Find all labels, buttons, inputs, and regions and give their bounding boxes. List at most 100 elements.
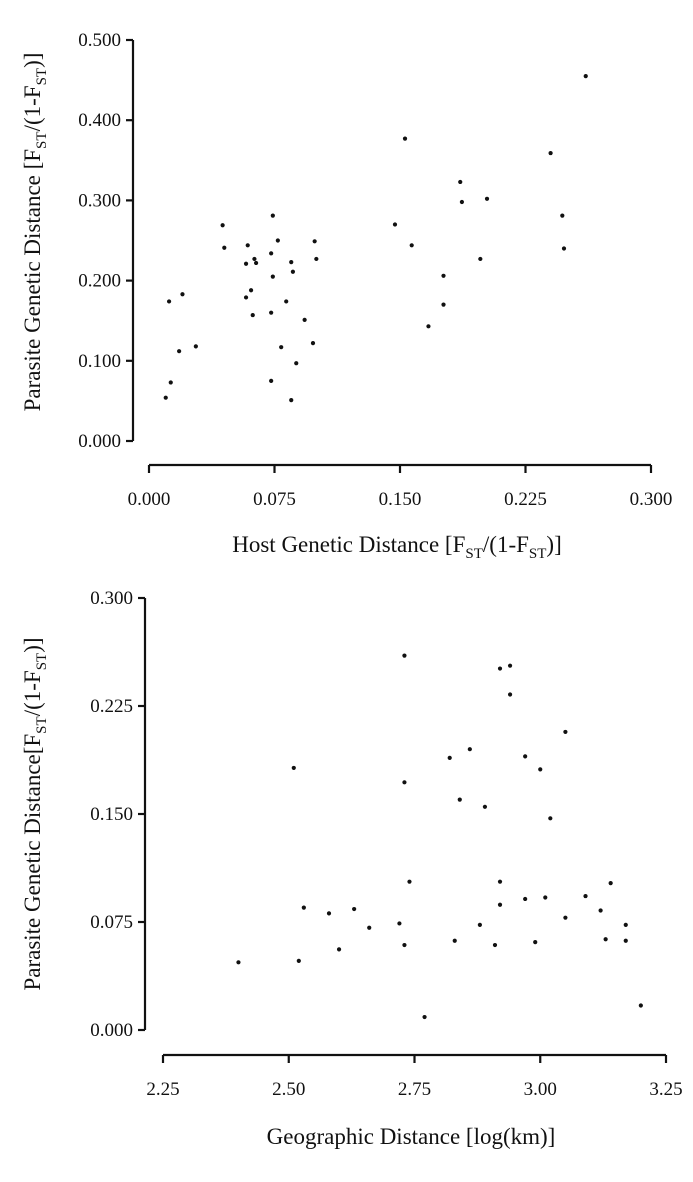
- data-point: [638, 1003, 643, 1008]
- chart2-y-axis-title: Parasite Genetic Distance[FST/(1-FST)]: [20, 637, 50, 990]
- chart1-y-ticks: 0.000 0.100 0.200 0.300 0.400 0.500: [78, 30, 133, 452]
- data-point: [402, 653, 407, 658]
- x-tick-label: 0.075: [253, 489, 296, 510]
- data-point: [279, 345, 284, 350]
- x-tick-label: 2.25: [146, 1079, 179, 1100]
- data-point: [252, 256, 257, 262]
- data-point: [336, 947, 342, 952]
- y-tick-label: 0.300: [78, 190, 121, 211]
- x-tick-label: 0.225: [504, 489, 547, 510]
- data-point: [253, 260, 259, 266]
- x-tick-label: 0.000: [128, 489, 171, 510]
- y-tick-label: 0.000: [90, 1020, 133, 1041]
- data-point: [482, 804, 488, 809]
- x-tick-label: 2.50: [272, 1079, 305, 1100]
- data-point: [284, 299, 289, 304]
- data-point: [563, 915, 568, 920]
- data-point: [467, 747, 472, 752]
- data-point: [560, 213, 565, 218]
- data-point: [326, 911, 332, 916]
- data-point: [301, 905, 306, 910]
- geographic-distance-scatter: 0.000 0.075 0.150 0.225 0.300 2.25 2.50 2.75 3.…: [20, 588, 683, 1149]
- data-point: [426, 324, 431, 329]
- data-point: [168, 380, 173, 385]
- data-point: [402, 136, 408, 141]
- data-point: [452, 938, 457, 943]
- data-point: [222, 245, 227, 250]
- data-point: [245, 243, 250, 248]
- data-point: [290, 269, 296, 274]
- data-point: [163, 395, 168, 400]
- data-point: [598, 908, 603, 913]
- data-point: [623, 922, 628, 927]
- x-tick-label: 3.00: [524, 1079, 557, 1100]
- chart1-x-axis-title: Host Genetic Distance [FST/(1-FST)]: [232, 532, 562, 562]
- y-tick-label: 0.150: [90, 804, 133, 825]
- data-point: [270, 213, 275, 218]
- data-point: [583, 73, 588, 79]
- y-tick-label: 0.300: [90, 588, 133, 609]
- y-tick-label: 0.225: [90, 696, 133, 717]
- data-point: [312, 239, 317, 244]
- data-point: [538, 767, 543, 772]
- data-point: [523, 754, 528, 759]
- data-point: [447, 755, 452, 760]
- host-genetic-distance-scatter: 0.000 0.100 0.200 0.300 0.400 0.500 0.000 0.07…: [20, 30, 672, 562]
- data-point: [407, 879, 412, 884]
- data-point: [507, 692, 513, 697]
- chart1-x-ticks: 0.000 0.075 0.150 0.225 0.300: [128, 465, 673, 510]
- data-point: [314, 256, 319, 262]
- data-point: [269, 310, 274, 315]
- data-point: [477, 922, 482, 927]
- data-point: [177, 349, 182, 354]
- data-point: [296, 958, 301, 963]
- chart2-points: [236, 653, 643, 1020]
- data-point: [548, 150, 553, 156]
- data-point: [302, 317, 307, 322]
- data-point: [392, 222, 398, 227]
- chart2-y-ticks: 0.000 0.075 0.150 0.225 0.300: [90, 588, 145, 1041]
- data-point: [250, 312, 255, 318]
- y-tick-label: 0.000: [78, 431, 121, 452]
- data-point: [243, 295, 249, 300]
- data-point: [543, 895, 548, 900]
- x-tick-label: 3.25: [649, 1079, 682, 1100]
- y-tick-label: 0.100: [78, 351, 121, 372]
- y-tick-label: 0.200: [78, 271, 121, 292]
- data-point: [422, 1014, 427, 1020]
- chart1-y-axis-title: Parasite Genetic Distance [FST/(1-FST)]: [20, 53, 50, 412]
- x-tick-label: 0.150: [379, 489, 422, 510]
- data-point: [478, 256, 483, 262]
- data-point: [409, 243, 414, 248]
- data-point: [441, 302, 446, 307]
- data-point: [367, 925, 372, 930]
- data-point: [291, 765, 296, 771]
- data-point: [441, 273, 446, 278]
- data-point: [608, 881, 613, 886]
- data-point: [583, 893, 588, 899]
- data-point: [397, 921, 402, 926]
- x-tick-label: 2.75: [398, 1079, 431, 1100]
- data-point: [180, 292, 185, 297]
- data-point: [563, 729, 568, 735]
- chart2-x-axis-title: Geographic Distance [log(km)]: [267, 1124, 556, 1149]
- data-point: [275, 238, 280, 243]
- data-point: [497, 879, 503, 884]
- data-point: [310, 341, 316, 346]
- data-point: [220, 223, 225, 228]
- y-tick-label: 0.075: [90, 912, 133, 933]
- data-point: [548, 816, 553, 821]
- y-tick-label: 0.500: [78, 30, 121, 51]
- chart1-points: [163, 73, 588, 403]
- data-point: [459, 199, 465, 205]
- data-point: [294, 361, 299, 366]
- x-tick-label: 0.300: [630, 489, 673, 510]
- data-point: [497, 902, 503, 907]
- data-point: [523, 896, 528, 902]
- y-tick-label: 0.400: [78, 110, 121, 131]
- data-point: [561, 246, 567, 251]
- data-point: [236, 960, 241, 965]
- data-point: [492, 942, 498, 948]
- data-point: [402, 942, 407, 948]
